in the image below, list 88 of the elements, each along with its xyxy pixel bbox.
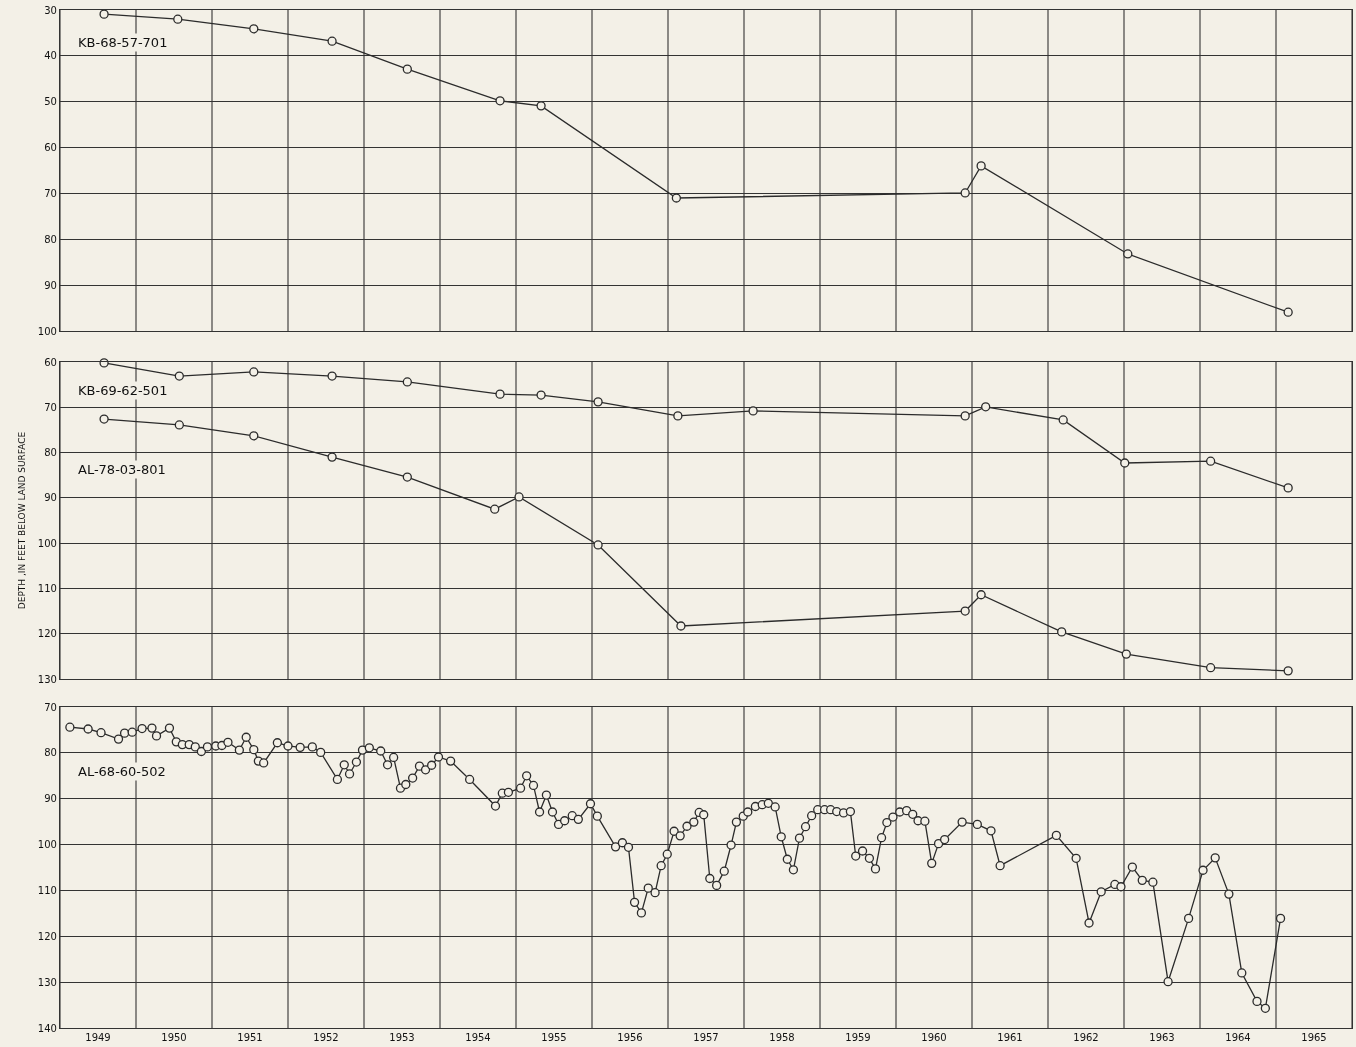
x-tick-label: 1951 bbox=[237, 1032, 263, 1044]
point bbox=[495, 389, 505, 399]
x-tick-label: 1959 bbox=[845, 1032, 871, 1044]
point bbox=[1283, 307, 1293, 317]
point bbox=[1057, 627, 1067, 637]
x-tick-label: 1960 bbox=[921, 1032, 947, 1044]
y-tick-label: 70 bbox=[44, 701, 57, 713]
point bbox=[495, 96, 505, 106]
point bbox=[327, 371, 337, 381]
point bbox=[514, 492, 524, 502]
y-tick-label: 30 bbox=[44, 4, 57, 16]
point bbox=[249, 367, 259, 377]
point bbox=[1205, 456, 1216, 466]
y-tick-label: 50 bbox=[44, 96, 57, 108]
point bbox=[174, 420, 184, 430]
point bbox=[960, 411, 970, 421]
point bbox=[402, 377, 412, 387]
point bbox=[174, 371, 184, 381]
series-label: KB-68-57-701 bbox=[78, 35, 168, 50]
y-tick-label: 90 bbox=[44, 793, 57, 805]
point bbox=[249, 24, 259, 34]
y-tick-label: 70 bbox=[44, 401, 57, 413]
point bbox=[402, 64, 412, 74]
x-tick-label: 1962 bbox=[1073, 1032, 1099, 1044]
series-label: KB-69-62-501 bbox=[78, 383, 168, 398]
point bbox=[981, 402, 991, 412]
x-tick-label: 1961 bbox=[997, 1032, 1023, 1044]
x-tick-label: 1963 bbox=[1149, 1032, 1175, 1044]
y-tick-label: 100 bbox=[37, 325, 57, 337]
x-tick-label: 1965 bbox=[1301, 1032, 1327, 1044]
point bbox=[536, 101, 546, 111]
y-tick-label: 90 bbox=[44, 492, 57, 504]
y-axis-title: DEPTH ,IN FEET BELOW LAND SURFACE bbox=[17, 431, 28, 610]
point bbox=[1120, 458, 1130, 468]
y-tick-label: 80 bbox=[44, 747, 57, 759]
point bbox=[1121, 649, 1131, 659]
y-tick-label: 100 bbox=[37, 839, 57, 851]
x-tick-label: 1955 bbox=[541, 1032, 567, 1044]
point bbox=[402, 472, 412, 482]
y-tick-label: 60 bbox=[44, 142, 57, 154]
point bbox=[1283, 666, 1293, 676]
point bbox=[1205, 663, 1216, 673]
point bbox=[676, 621, 686, 631]
y-tick-label: 40 bbox=[44, 50, 57, 62]
x-tick-label: 1954 bbox=[465, 1032, 491, 1044]
point bbox=[1058, 415, 1068, 425]
point bbox=[327, 452, 337, 462]
x-tick-label: 1956 bbox=[617, 1032, 643, 1044]
x-tick-label: 1957 bbox=[693, 1032, 719, 1044]
point bbox=[960, 188, 970, 198]
y-tick-label: 130 bbox=[37, 673, 57, 685]
point bbox=[99, 414, 109, 424]
y-tick-label: 80 bbox=[44, 233, 57, 245]
text: AL-78-03-801 bbox=[78, 462, 166, 477]
x-tick-label: 1949 bbox=[85, 1032, 111, 1044]
y-tick-label: 70 bbox=[44, 187, 57, 199]
x-tick-label: 1958 bbox=[769, 1032, 795, 1044]
point bbox=[327, 36, 337, 46]
point bbox=[673, 411, 683, 421]
point bbox=[99, 9, 109, 19]
point bbox=[1283, 483, 1293, 493]
y-tick-label: 130 bbox=[37, 976, 57, 988]
y-tick-label: 140 bbox=[37, 1022, 57, 1034]
y-tick-label: 120 bbox=[37, 628, 57, 640]
x-tick-label: 1953 bbox=[389, 1032, 415, 1044]
point bbox=[671, 193, 682, 203]
y-tick-label: 110 bbox=[37, 582, 57, 594]
y-tick-label: 110 bbox=[37, 884, 57, 896]
point bbox=[960, 606, 970, 616]
point bbox=[593, 397, 603, 407]
y-tick-label: 80 bbox=[44, 447, 57, 459]
point bbox=[249, 431, 259, 441]
x-tick-label: 1950 bbox=[161, 1032, 187, 1044]
y-tick-label: 100 bbox=[37, 537, 57, 549]
y-tick-label: 60 bbox=[44, 356, 57, 368]
point bbox=[748, 406, 758, 416]
point bbox=[976, 590, 986, 600]
y-tick-label: 90 bbox=[44, 279, 57, 291]
point bbox=[173, 14, 183, 24]
series-label: AL-68-60-502 bbox=[78, 764, 166, 779]
point bbox=[1123, 249, 1133, 259]
point bbox=[593, 540, 603, 550]
x-tick-label: 1952 bbox=[313, 1032, 339, 1044]
x-tick-label: 1964 bbox=[1225, 1032, 1251, 1044]
point bbox=[490, 504, 500, 514]
point bbox=[536, 390, 546, 400]
y-tick-label: 120 bbox=[37, 930, 57, 942]
point bbox=[976, 161, 986, 171]
